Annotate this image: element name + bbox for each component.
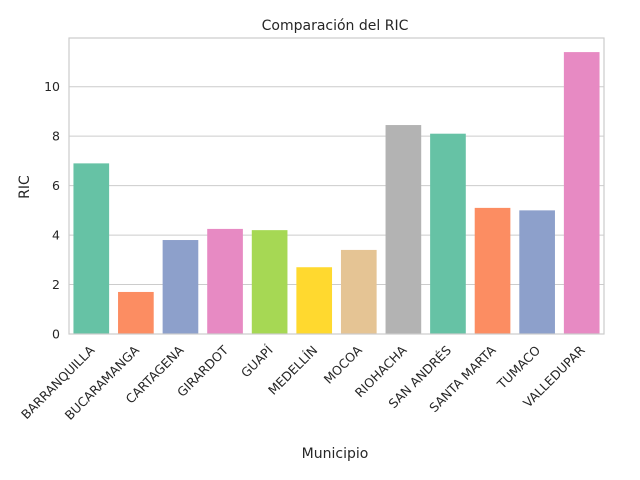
bar <box>73 163 110 334</box>
bar <box>162 240 199 334</box>
bar <box>474 207 511 334</box>
x-tick-label: GUAPÍ <box>238 342 276 380</box>
y-tick-label: 8 <box>52 129 60 144</box>
chart-title: Comparación del RIC <box>262 18 409 34</box>
bar <box>340 249 377 334</box>
bar <box>563 52 600 334</box>
bars <box>73 52 600 334</box>
x-axis-label: Municipio <box>302 446 369 462</box>
bar <box>519 210 555 334</box>
x-tick-label: MOCOA <box>321 342 366 387</box>
bar <box>207 228 243 334</box>
y-tick-label: 4 <box>52 228 60 243</box>
y-tick-label: 6 <box>52 178 60 193</box>
y-tick-label: 2 <box>52 277 60 292</box>
bar <box>296 267 333 334</box>
y-tick-label: 0 <box>52 327 60 342</box>
y-tick-labels: 0 2 4 6 8 10 <box>44 79 60 341</box>
x-tick-labels: BARRANQUILLABUCARAMANGACARTAGENAGIRARDOT… <box>18 342 588 423</box>
plot-frame <box>68 37 605 335</box>
bar <box>251 230 288 334</box>
x-tick-label: BARRANQUILLA <box>18 342 98 422</box>
bar <box>430 133 466 334</box>
y-axis-label: RIC <box>17 175 33 199</box>
bar <box>385 125 422 334</box>
bar <box>118 291 154 334</box>
y-tick-label: 10 <box>44 79 60 94</box>
